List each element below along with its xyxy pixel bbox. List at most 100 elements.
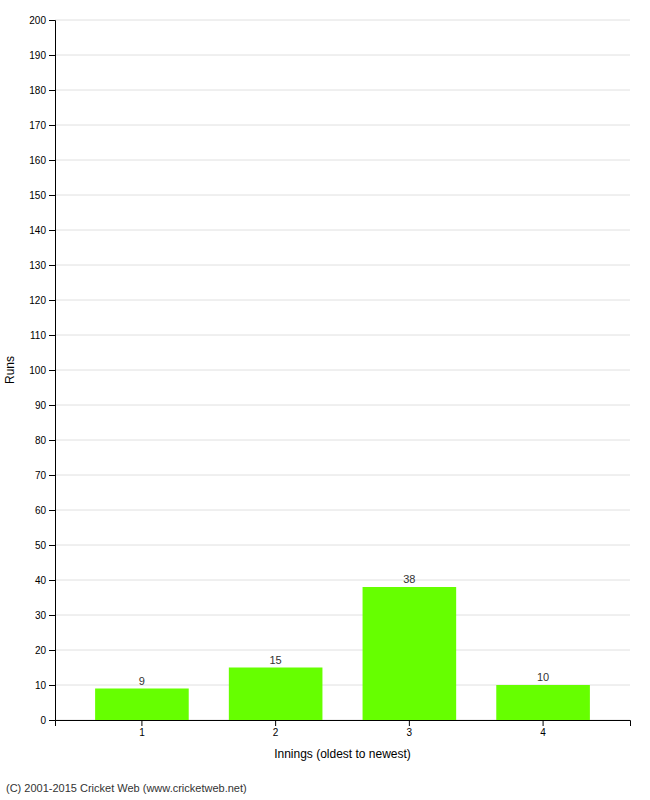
tick: 110 (30, 330, 55, 341)
tick: 10 (35, 680, 55, 691)
bar (496, 685, 590, 720)
grid-line (55, 90, 630, 91)
tick-mark (49, 160, 55, 161)
tick-label: 70 (35, 470, 47, 481)
tick-mark (275, 720, 276, 726)
tick: 190 (29, 50, 55, 61)
tick: 100 (29, 365, 55, 376)
tick: 4 (540, 720, 546, 738)
tick-mark (49, 650, 55, 651)
tick: 200 (29, 15, 55, 26)
grid-line (55, 580, 630, 581)
tick-label: 110 (30, 330, 46, 341)
tick-label: 80 (35, 435, 47, 446)
tick-label: 200 (29, 15, 46, 26)
tick-label: 150 (29, 190, 46, 201)
tick-label: 180 (29, 85, 46, 96)
tick: 80 (35, 435, 55, 446)
tick: 130 (29, 260, 55, 271)
tick-mark (49, 265, 55, 266)
tick-label: 0 (40, 715, 46, 726)
tick-mark (49, 615, 55, 616)
grid-line (55, 475, 630, 476)
grid-line (55, 125, 630, 126)
data-label: 38 (403, 573, 415, 585)
axis-line (56, 721, 631, 727)
tick-mark (141, 720, 142, 726)
tick-label: 140 (29, 225, 46, 236)
x-axis: 1 2 3 4 (56, 720, 631, 738)
tick: 40 (35, 575, 55, 586)
grid-line (55, 650, 630, 651)
tick: 170 (29, 120, 55, 131)
tick-label: 40 (35, 575, 47, 586)
tick-label: 130 (29, 260, 46, 271)
tick-label: 20 (35, 645, 47, 656)
tick-mark (49, 300, 55, 301)
data-label: 10 (537, 671, 549, 683)
grid-line (55, 195, 630, 196)
tick-mark (49, 125, 55, 126)
tick: 30 (35, 610, 55, 621)
x-axis-title: Innings (oldest to newest) (274, 747, 411, 761)
bars (95, 587, 590, 720)
grid-line (55, 615, 630, 616)
data-labels: 9153810 (139, 573, 549, 687)
grid-line (55, 265, 630, 266)
data-label: 15 (270, 654, 282, 666)
tick-mark (49, 230, 55, 231)
tick: 50 (35, 540, 55, 551)
tick-label: 100 (29, 365, 46, 376)
tick-label: 170 (29, 120, 46, 131)
grid-line (55, 160, 630, 161)
tick-mark (49, 20, 55, 21)
grid-line (55, 300, 630, 301)
grid-line (55, 20, 630, 21)
tick-mark (409, 720, 410, 726)
tick: 60 (35, 505, 55, 516)
tick-mark (49, 720, 55, 721)
tick-mark (49, 195, 55, 196)
tick: 140 (29, 225, 55, 236)
grid-line (55, 510, 630, 511)
tick-label: 120 (29, 295, 46, 306)
tick: 180 (29, 85, 55, 96)
tick-mark (49, 55, 55, 56)
tick-label: 30 (35, 610, 47, 621)
tick-label: 1 (139, 727, 145, 738)
tick-mark (49, 545, 55, 546)
tick: 70 (35, 470, 55, 481)
tick-label: 190 (29, 50, 46, 61)
tick-mark (49, 370, 55, 371)
tick: 20 (35, 645, 55, 656)
grid-line (55, 405, 630, 406)
bar (363, 587, 457, 720)
grid-line (55, 440, 630, 441)
grid-line (55, 545, 630, 546)
tick-label: 50 (35, 540, 47, 551)
grid-line (55, 230, 630, 231)
tick-label: 60 (35, 505, 47, 516)
bar (95, 689, 189, 721)
chart: 0102030405060708090100110120130140150160… (0, 0, 650, 800)
tick: 3 (407, 720, 413, 738)
y-axis: 0 10 20 30 40 50 60 70 80 90 100 110 120 130 140 150 160… (29, 15, 55, 726)
tick: 1 (139, 720, 145, 738)
tick-mark (49, 405, 55, 406)
tick-mark (49, 685, 55, 686)
tick-mark (49, 580, 55, 581)
grid-line (55, 55, 630, 56)
tick: 90 (35, 400, 55, 411)
grid (55, 20, 630, 720)
y-axis-title: Runs (3, 356, 17, 384)
tick-mark (49, 90, 55, 91)
tick: 120 (29, 295, 55, 306)
axis-line (49, 21, 56, 721)
tick-label: 10 (35, 680, 47, 691)
tick: 150 (29, 190, 55, 201)
tick-label: 160 (29, 155, 46, 166)
tick-label: 90 (35, 400, 47, 411)
tick-mark (49, 475, 55, 476)
tick: 2 (273, 720, 279, 738)
grid-line (55, 335, 630, 336)
